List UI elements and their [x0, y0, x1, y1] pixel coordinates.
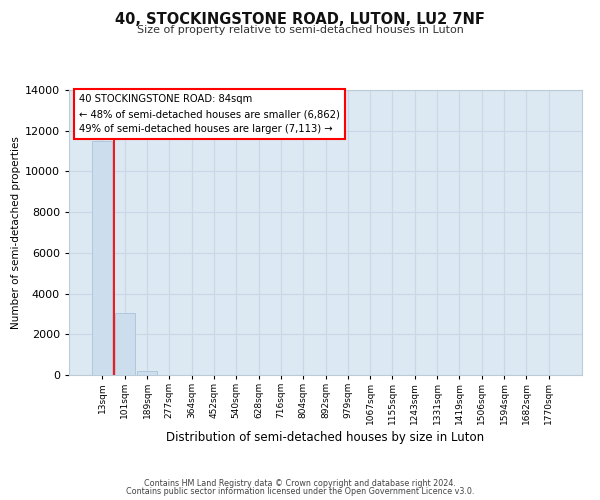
Text: Contains public sector information licensed under the Open Government Licence v3: Contains public sector information licen…: [126, 487, 474, 496]
X-axis label: Distribution of semi-detached houses by size in Luton: Distribution of semi-detached houses by …: [166, 431, 485, 444]
Y-axis label: Number of semi-detached properties: Number of semi-detached properties: [11, 136, 20, 329]
Text: Contains HM Land Registry data © Crown copyright and database right 2024.: Contains HM Land Registry data © Crown c…: [144, 478, 456, 488]
Text: 40, STOCKINGSTONE ROAD, LUTON, LU2 7NF: 40, STOCKINGSTONE ROAD, LUTON, LU2 7NF: [115, 12, 485, 28]
Text: Size of property relative to semi-detached houses in Luton: Size of property relative to semi-detach…: [137, 25, 463, 35]
Bar: [92, 141, 112, 375]
Bar: [137, 371, 157, 375]
Bar: [115, 313, 135, 375]
Text: 40 STOCKINGSTONE ROAD: 84sqm
← 48% of semi-detached houses are smaller (6,862)
4: 40 STOCKINGSTONE ROAD: 84sqm ← 48% of se…: [79, 94, 340, 134]
